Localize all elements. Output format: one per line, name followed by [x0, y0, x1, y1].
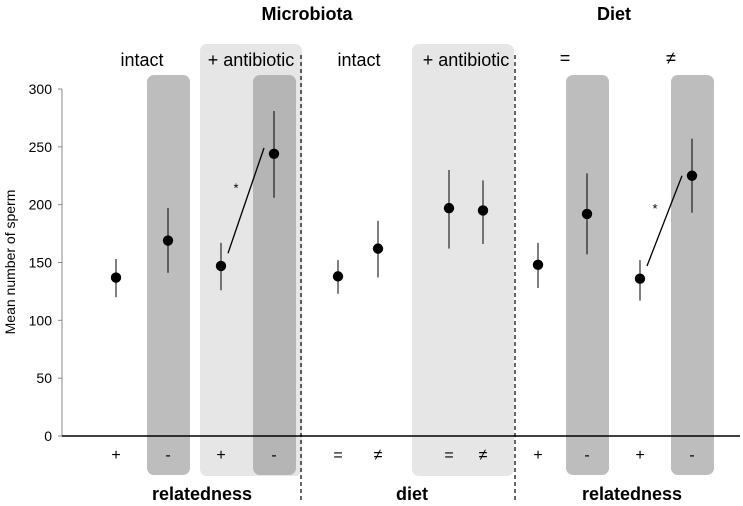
category-label: -: [165, 447, 170, 464]
column-shade-4: [671, 75, 714, 475]
y-tick-label: 150: [29, 255, 53, 271]
significance-line: [227, 147, 265, 254]
y-tick-label: 250: [29, 139, 53, 155]
category-label: -: [584, 447, 589, 464]
factor-label-relatedness-2: relatedness: [582, 484, 682, 504]
category-label: -: [271, 447, 276, 464]
y-axis-label: Mean number of sperm: [2, 190, 18, 335]
column-shade-3: [566, 75, 609, 475]
category-label: +: [635, 447, 644, 464]
data-point: [268, 148, 280, 159]
y-tick-label: 0: [44, 428, 52, 444]
data-point: [634, 273, 646, 284]
heading-microbiota: Microbiota: [261, 4, 353, 24]
data-point: [477, 205, 489, 216]
category-label: +: [216, 447, 225, 464]
heading-diet: Diet: [597, 4, 631, 24]
category-label: =: [333, 447, 342, 464]
y-ticks: 0 50 100 150 200 250 300: [29, 81, 62, 444]
group-label-equal: =: [560, 48, 571, 68]
y-tick-label: 200: [29, 197, 53, 213]
category-label: =: [444, 447, 453, 464]
category-label: +: [111, 447, 120, 464]
category-label: ≠: [374, 447, 383, 464]
panel-antibiotic-2: [412, 44, 514, 476]
significance-line: [646, 175, 683, 267]
significance-star: *: [652, 201, 657, 216]
column-shade-2: [253, 75, 296, 475]
column-shade-1: [147, 75, 190, 475]
y-tick-label: 50: [36, 370, 52, 386]
group-label-intact-2: intact: [337, 50, 380, 70]
group-label-antibiotic-1: + antibiotic: [208, 50, 295, 70]
group-label-intact-1: intact: [120, 50, 163, 70]
factor-label-diet: diet: [396, 484, 428, 504]
data-point: [162, 235, 174, 246]
significance-star: *: [233, 181, 238, 196]
category-label: +: [533, 447, 542, 464]
data-point: [443, 202, 455, 214]
data-point: [532, 259, 544, 271]
data-point: [686, 170, 698, 181]
significance-lines: **: [227, 147, 683, 267]
data-point: [372, 243, 384, 254]
data-point: [110, 272, 122, 283]
category-label: -: [689, 447, 694, 464]
y-tick-label: 300: [29, 81, 53, 97]
background-shading: [147, 44, 714, 476]
data-point: [215, 260, 227, 272]
data-point: [332, 271, 344, 282]
y-tick-label: 100: [29, 312, 53, 328]
category-labels: + - + - = ≠ = ≠ + - + -: [111, 447, 694, 464]
data-point: [581, 208, 593, 220]
factor-label-relatedness-1: relatedness: [152, 484, 252, 504]
category-label: ≠: [479, 447, 488, 464]
data-points: [110, 148, 698, 284]
group-label-antibiotic-2: + antibiotic: [423, 50, 510, 70]
group-label-not-equal: ≠: [666, 48, 676, 68]
